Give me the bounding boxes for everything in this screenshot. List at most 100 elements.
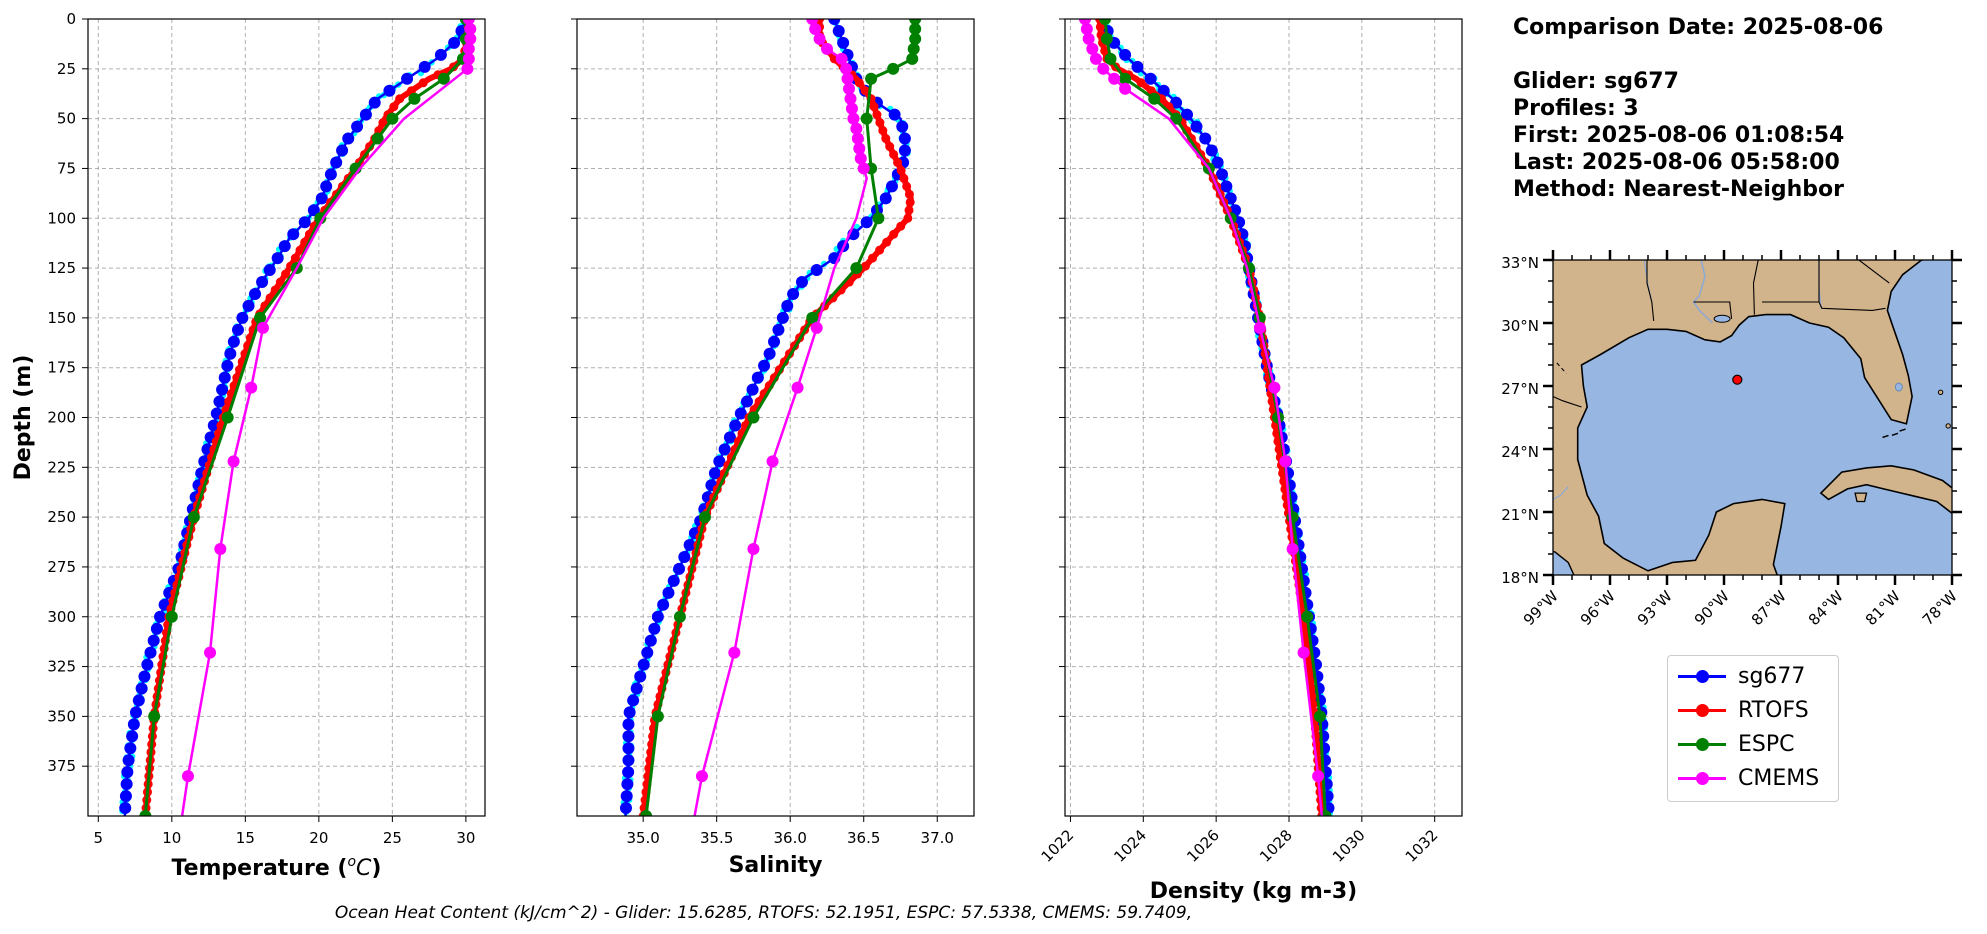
data-point-sg677 xyxy=(216,383,229,396)
data-point-sg677 xyxy=(330,156,343,169)
data-point-sg677 xyxy=(683,539,696,552)
data-point-sg677 xyxy=(213,395,226,408)
map-area xyxy=(1553,260,1958,575)
border xyxy=(1858,260,1890,284)
data-point-rtofs xyxy=(905,197,915,207)
data-point-espc xyxy=(371,132,384,145)
y-tick-label: 225 xyxy=(47,458,76,476)
data-point-cmems xyxy=(1268,381,1281,394)
data-point-sg677 xyxy=(622,730,635,743)
lon-tick-label: 84°W xyxy=(1805,587,1847,629)
x-tick-label: 15 xyxy=(236,829,255,847)
data-point-rtofs xyxy=(860,261,870,271)
legend-swatch xyxy=(1678,669,1726,683)
data-point-espc xyxy=(139,810,152,816)
y-tick-label: 75 xyxy=(57,159,76,177)
data-point-cmems xyxy=(1080,22,1093,35)
panel-3: 1022 1024 1026 1028 1030 1032 Density (kg m-3) xyxy=(1038,18,1463,904)
data-point-espc xyxy=(747,411,760,424)
lat-tick-label: 30°N xyxy=(1501,317,1539,335)
x-tick-label: 36.0 xyxy=(774,829,807,847)
data-point-sg677 xyxy=(122,754,135,767)
legend-label: CMEMS xyxy=(1738,765,1820,791)
y-tick-label: 175 xyxy=(47,359,76,377)
legend: sg677 RTOFS ESPC CMEMS xyxy=(1667,655,1839,802)
data-point-sg677 xyxy=(885,180,898,193)
island xyxy=(1954,441,1958,445)
data-point-espc xyxy=(651,710,664,723)
last-time: Last: 2025-08-06 05:58:00 xyxy=(1513,150,1840,175)
data-point-rtofs xyxy=(875,118,885,128)
data-point-sg677 xyxy=(141,658,154,671)
data-point-sg677 xyxy=(781,299,794,312)
border xyxy=(1556,362,1567,374)
data-point-cmems xyxy=(853,142,866,155)
data-point-espc xyxy=(1104,52,1117,65)
data-point-sg677 xyxy=(637,658,650,671)
data-point-sg677 xyxy=(144,646,157,659)
legend-item-cmems: CMEMS xyxy=(1678,761,1819,795)
data-point-sg677 xyxy=(751,371,764,384)
data-point-sg677 xyxy=(1119,48,1132,61)
data-point-sg677 xyxy=(207,419,220,432)
x-label-superscript: o xyxy=(347,854,356,870)
data-point-sg677 xyxy=(879,192,892,205)
y-tick-label: 0 xyxy=(66,10,76,28)
data-point-rtofs xyxy=(1136,78,1146,88)
data-point-cmems xyxy=(1119,82,1132,95)
data-point-espc xyxy=(1119,72,1132,85)
panel-1: 5 10 15 20 25 3002550751001251501752002252502… xyxy=(11,10,486,881)
data-point-sg677 xyxy=(832,24,845,37)
data-point-cmems xyxy=(850,122,863,135)
data-point-sg677 xyxy=(678,550,691,563)
data-point-cmems xyxy=(462,42,475,55)
data-point-sg677 xyxy=(434,48,447,61)
x-tick-label: 35.5 xyxy=(700,829,733,847)
data-point-sg677 xyxy=(1131,60,1144,73)
x-tick-label: 37.0 xyxy=(921,829,954,847)
x-tick-label: 10 xyxy=(162,829,181,847)
data-point-rtofs xyxy=(872,110,882,120)
x-label-end: ) xyxy=(371,856,381,881)
data-point-sg677 xyxy=(673,562,686,575)
data-point-sg677 xyxy=(768,335,781,348)
data-point-sg677 xyxy=(359,108,372,121)
x-tick-label: 5 xyxy=(94,829,104,847)
data-point-rtofs xyxy=(275,277,285,287)
border xyxy=(1762,301,1886,311)
data-point-sg677 xyxy=(622,766,635,779)
data-point-rtofs xyxy=(854,78,864,88)
data-point-sg677 xyxy=(627,694,640,707)
lon-tick-label: 90°W xyxy=(1691,587,1733,629)
x-axis-label: Density (kg m-3) xyxy=(1150,879,1358,904)
key xyxy=(1891,432,1899,437)
data-point-sg677 xyxy=(662,586,675,599)
island xyxy=(1937,389,1944,395)
y-tick-label: 50 xyxy=(57,110,76,128)
data-point-sg677 xyxy=(713,455,726,468)
data-point-cmems xyxy=(847,112,860,125)
x-axis-label: Salinity xyxy=(729,853,823,878)
lat-tick-label: 33°N xyxy=(1501,254,1539,272)
data-point-sg677 xyxy=(271,252,284,265)
data-point-sg677 xyxy=(119,802,132,815)
data-point-cmems xyxy=(1279,455,1292,468)
data-point-sg677 xyxy=(641,646,654,659)
data-point-sg677 xyxy=(620,790,633,803)
data-point-rtofs xyxy=(860,86,870,96)
info-panel: Comparison Date: 2025-08-06 Glider: sg67… xyxy=(1513,14,1883,203)
lon-tick-label: 87°W xyxy=(1748,587,1790,629)
legend-swatch xyxy=(1678,703,1726,717)
legend-item-sg677: sg677 xyxy=(1678,659,1805,693)
lat-tick-label: 21°N xyxy=(1501,506,1539,524)
series-line-espc xyxy=(143,19,468,816)
data-point-rtofs xyxy=(389,102,399,112)
river xyxy=(1553,486,1569,500)
data-point-cmems xyxy=(1097,62,1110,75)
island xyxy=(1945,423,1951,429)
data-point-sg677 xyxy=(121,766,134,779)
data-point-rtofs xyxy=(882,237,892,247)
data-point-rtofs xyxy=(899,173,909,183)
data-point-sg677 xyxy=(734,407,747,420)
